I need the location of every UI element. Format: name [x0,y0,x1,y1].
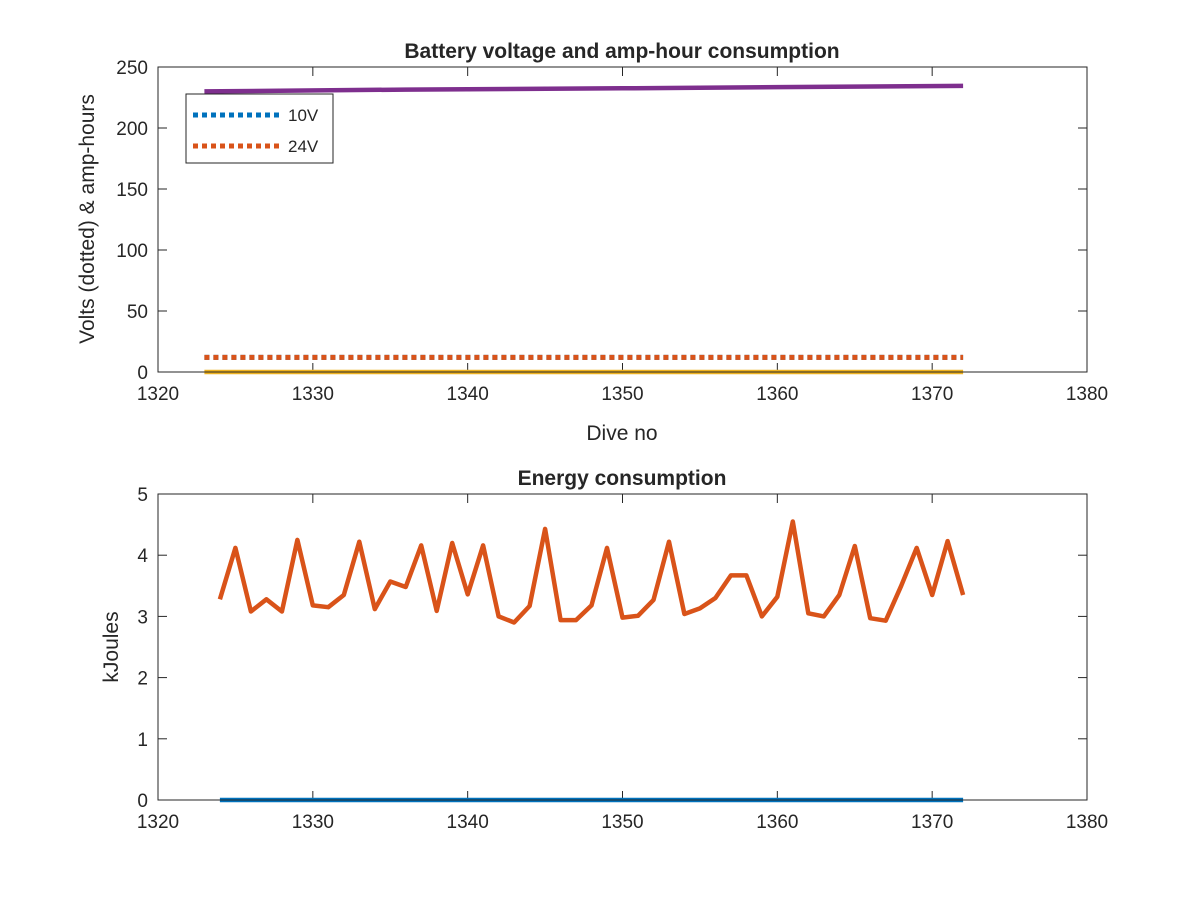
y-tick-label: 50 [127,302,148,323]
y-tick-label: 150 [116,180,148,201]
y-tick-label: 1 [137,730,148,751]
x-tick-label: 1320 [137,812,179,833]
y-tick-label: 200 [116,119,148,140]
y-tick-label: 100 [116,241,148,262]
voltage-series-line-3 [204,83,964,94]
x-tick-label: 1350 [601,812,643,833]
voltage-axes-box [157,66,1088,373]
voltage-tick-marks: 1320 1330 1340 1350 1360 1370 1380 0 50 100 150 200… [116,58,1108,405]
y-tick-label: 250 [116,58,148,79]
y-tick-label: 3 [137,607,148,628]
voltage-amp-hour-axes: 1320 1330 1340 1350 1360 1370 1380 0 50 100 150 200… [76,40,1108,445]
y-tick-label: 4 [137,546,148,567]
voltage-chart-title: Battery voltage and amp-hour consumption [404,40,839,63]
x-tick-label: 1350 [601,384,643,405]
voltage-legend: 10V 24V [185,93,334,164]
x-tick-label: 1320 [137,384,179,405]
energy-y-axis-label: kJoules [100,611,123,682]
x-tick-label: 1330 [292,812,334,833]
energy-chart-title: Energy consumption [518,467,727,490]
x-tick-label: 1340 [447,812,489,833]
energy-tick-marks: 1320 1330 1340 1350 1360 1370 1380 0 1 2 3 4 5 [137,485,1108,833]
y-tick-label: 2 [137,669,148,690]
x-tick-label: 1360 [756,812,798,833]
x-tick-label: 1360 [756,384,798,405]
legend-box [185,93,334,164]
legend-label-10v: 10V [288,106,319,125]
y-tick-label: 0 [137,363,148,384]
x-tick-label: 1340 [447,384,489,405]
voltage-x-axis-label: Dive no [586,422,657,445]
energy-series-line-1 [217,519,966,625]
x-tick-label: 1370 [911,384,953,405]
x-tick-label: 1380 [1066,812,1108,833]
y-tick-label: 5 [137,485,148,506]
x-tick-label: 1370 [911,812,953,833]
voltage-y-axis-label: Volts (dotted) & amp-hours [76,94,99,344]
energy-consumption-axes: 1320 1330 1340 1350 1360 1370 1380 0 1 2 3 4 5 Energ… [100,467,1108,833]
x-tick-label: 1330 [292,384,334,405]
y-tick-label: 0 [137,791,148,812]
energy-axes-box [157,493,1088,801]
legend-label-24v: 24V [288,137,319,156]
energy-plot-area [158,494,1087,800]
x-tick-label: 1380 [1066,384,1108,405]
